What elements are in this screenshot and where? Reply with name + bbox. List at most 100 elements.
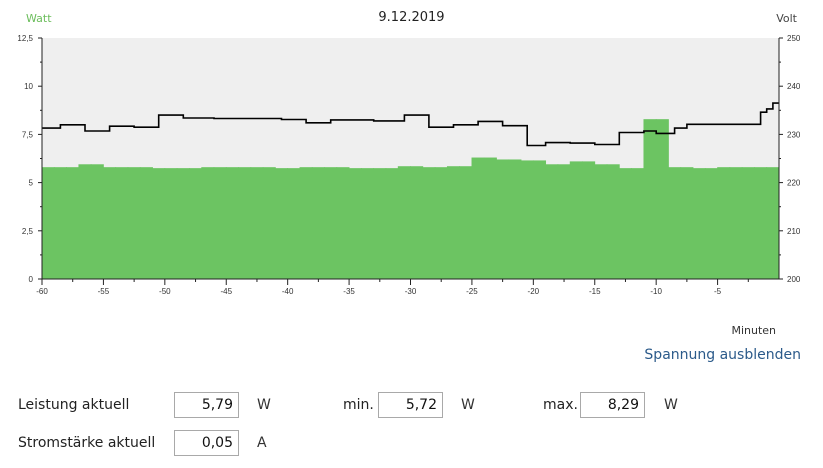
power-bar xyxy=(373,168,387,279)
power-bar xyxy=(115,167,129,279)
power-bar xyxy=(594,164,608,279)
power-bar xyxy=(680,167,694,279)
power-bar xyxy=(262,167,276,279)
power-bar xyxy=(250,167,264,279)
power-bar xyxy=(754,167,768,279)
power-bar xyxy=(729,167,743,279)
power-bar xyxy=(53,167,67,279)
power-max-label: max. xyxy=(543,397,578,413)
x-tick-label: -15 xyxy=(589,287,601,296)
power-bar xyxy=(41,167,55,279)
power-bar xyxy=(668,167,682,279)
hide-voltage-link[interactable]: Spannung ausblenden xyxy=(644,347,801,363)
power-bar xyxy=(336,167,350,279)
power-bar xyxy=(324,167,338,279)
power-bar xyxy=(201,167,215,279)
left-y-tick-label: 10 xyxy=(24,82,33,91)
power-bar xyxy=(459,166,473,279)
power-bar xyxy=(213,167,227,279)
power-bar xyxy=(287,168,301,279)
power-bar xyxy=(692,168,706,279)
axis-ticks: 0 2,5 5 7,5 10 12,5 200 210 220 230 240 250 -60 -55 -5… xyxy=(17,34,800,296)
power-bar xyxy=(606,164,620,279)
x-tick-label: -25 xyxy=(466,287,478,296)
x-tick-label: -50 xyxy=(159,287,171,296)
power-bar xyxy=(348,168,362,279)
power-bar xyxy=(78,164,92,279)
power-bar xyxy=(582,161,596,279)
power-bar xyxy=(103,167,117,279)
right-y-tick-label: 200 xyxy=(787,275,801,284)
left-y-tick-label: 7,5 xyxy=(22,130,34,139)
voltage-line xyxy=(42,102,779,147)
power-min-label: min. xyxy=(343,397,374,413)
current-amps-label: Stromstärke aktuell xyxy=(18,435,156,451)
power-bar xyxy=(164,168,178,279)
x-tick-label: -30 xyxy=(405,287,417,296)
x-tick-label: -55 xyxy=(98,287,110,296)
x-tick-label: -45 xyxy=(220,287,232,296)
right-axis-unit-label: Volt xyxy=(776,12,797,25)
left-y-tick-label: 12,5 xyxy=(17,34,33,43)
power-bar xyxy=(618,168,632,279)
power-bar xyxy=(66,167,80,279)
right-y-tick-label: 230 xyxy=(787,130,801,139)
power-current-field[interactable]: 5,79 xyxy=(174,392,239,418)
power-bar xyxy=(434,167,448,279)
left-y-tick-label: 2,5 xyxy=(22,227,34,236)
power-bar xyxy=(483,157,497,279)
power-bar xyxy=(152,168,166,279)
power-bar xyxy=(238,167,252,279)
power-bar xyxy=(766,167,780,279)
right-y-tick-label: 240 xyxy=(787,82,801,91)
power-bar xyxy=(508,159,522,279)
power-bar xyxy=(225,167,239,279)
chart-date: 9.12.2019 xyxy=(378,10,445,25)
power-bar xyxy=(446,166,461,279)
current-amps-unit: A xyxy=(257,435,267,451)
power-bar xyxy=(643,119,657,280)
power-bar xyxy=(717,167,731,279)
power-bar xyxy=(569,161,583,279)
power-bar xyxy=(410,166,424,279)
x-tick-label: -5 xyxy=(714,287,722,296)
power-bar xyxy=(471,157,485,279)
x-tick-label: -40 xyxy=(282,287,294,296)
power-bar xyxy=(274,168,289,279)
power-bar xyxy=(139,167,153,279)
power-bar xyxy=(360,168,375,279)
power-bar xyxy=(741,167,755,279)
x-tick-label: -20 xyxy=(528,287,540,296)
power-bar xyxy=(496,159,510,279)
power-min-unit: W xyxy=(461,397,475,413)
power-voltage-chart: 0 2,5 5 7,5 10 12,5 200 210 220 230 240 250 -60 -55 -5… xyxy=(17,34,800,296)
left-y-tick-label: 5 xyxy=(29,179,34,188)
power-bar xyxy=(385,168,399,279)
power-bar xyxy=(311,167,325,279)
left-y-tick-label: 0 xyxy=(29,275,34,284)
right-y-tick-label: 220 xyxy=(787,179,801,188)
power-bar xyxy=(545,164,559,279)
power-bar xyxy=(299,167,313,279)
power-bar xyxy=(176,168,190,279)
power-bar xyxy=(189,168,203,279)
x-tick-label: -35 xyxy=(343,287,355,296)
power-min-field[interactable]: 5,72 xyxy=(378,392,443,418)
current-amps-field[interactable]: 0,05 xyxy=(174,430,239,456)
power-bar xyxy=(704,168,718,279)
power-max-field[interactable]: 8,29 xyxy=(580,392,645,418)
power-bar xyxy=(90,164,104,279)
power-bar xyxy=(557,164,571,279)
power-bar xyxy=(127,167,141,279)
power-bar xyxy=(422,167,436,279)
power-max-unit: W xyxy=(664,397,678,413)
power-bar xyxy=(532,160,547,279)
power-bar xyxy=(631,168,645,279)
power-bars xyxy=(41,119,780,280)
power-current-label: Leistung aktuell xyxy=(18,397,130,413)
x-tick-label: -10 xyxy=(650,287,662,296)
right-y-tick-label: 210 xyxy=(787,227,801,236)
x-tick-label: -60 xyxy=(36,287,48,296)
power-bar xyxy=(655,119,669,280)
left-axis-unit-label: Watt xyxy=(26,12,52,25)
